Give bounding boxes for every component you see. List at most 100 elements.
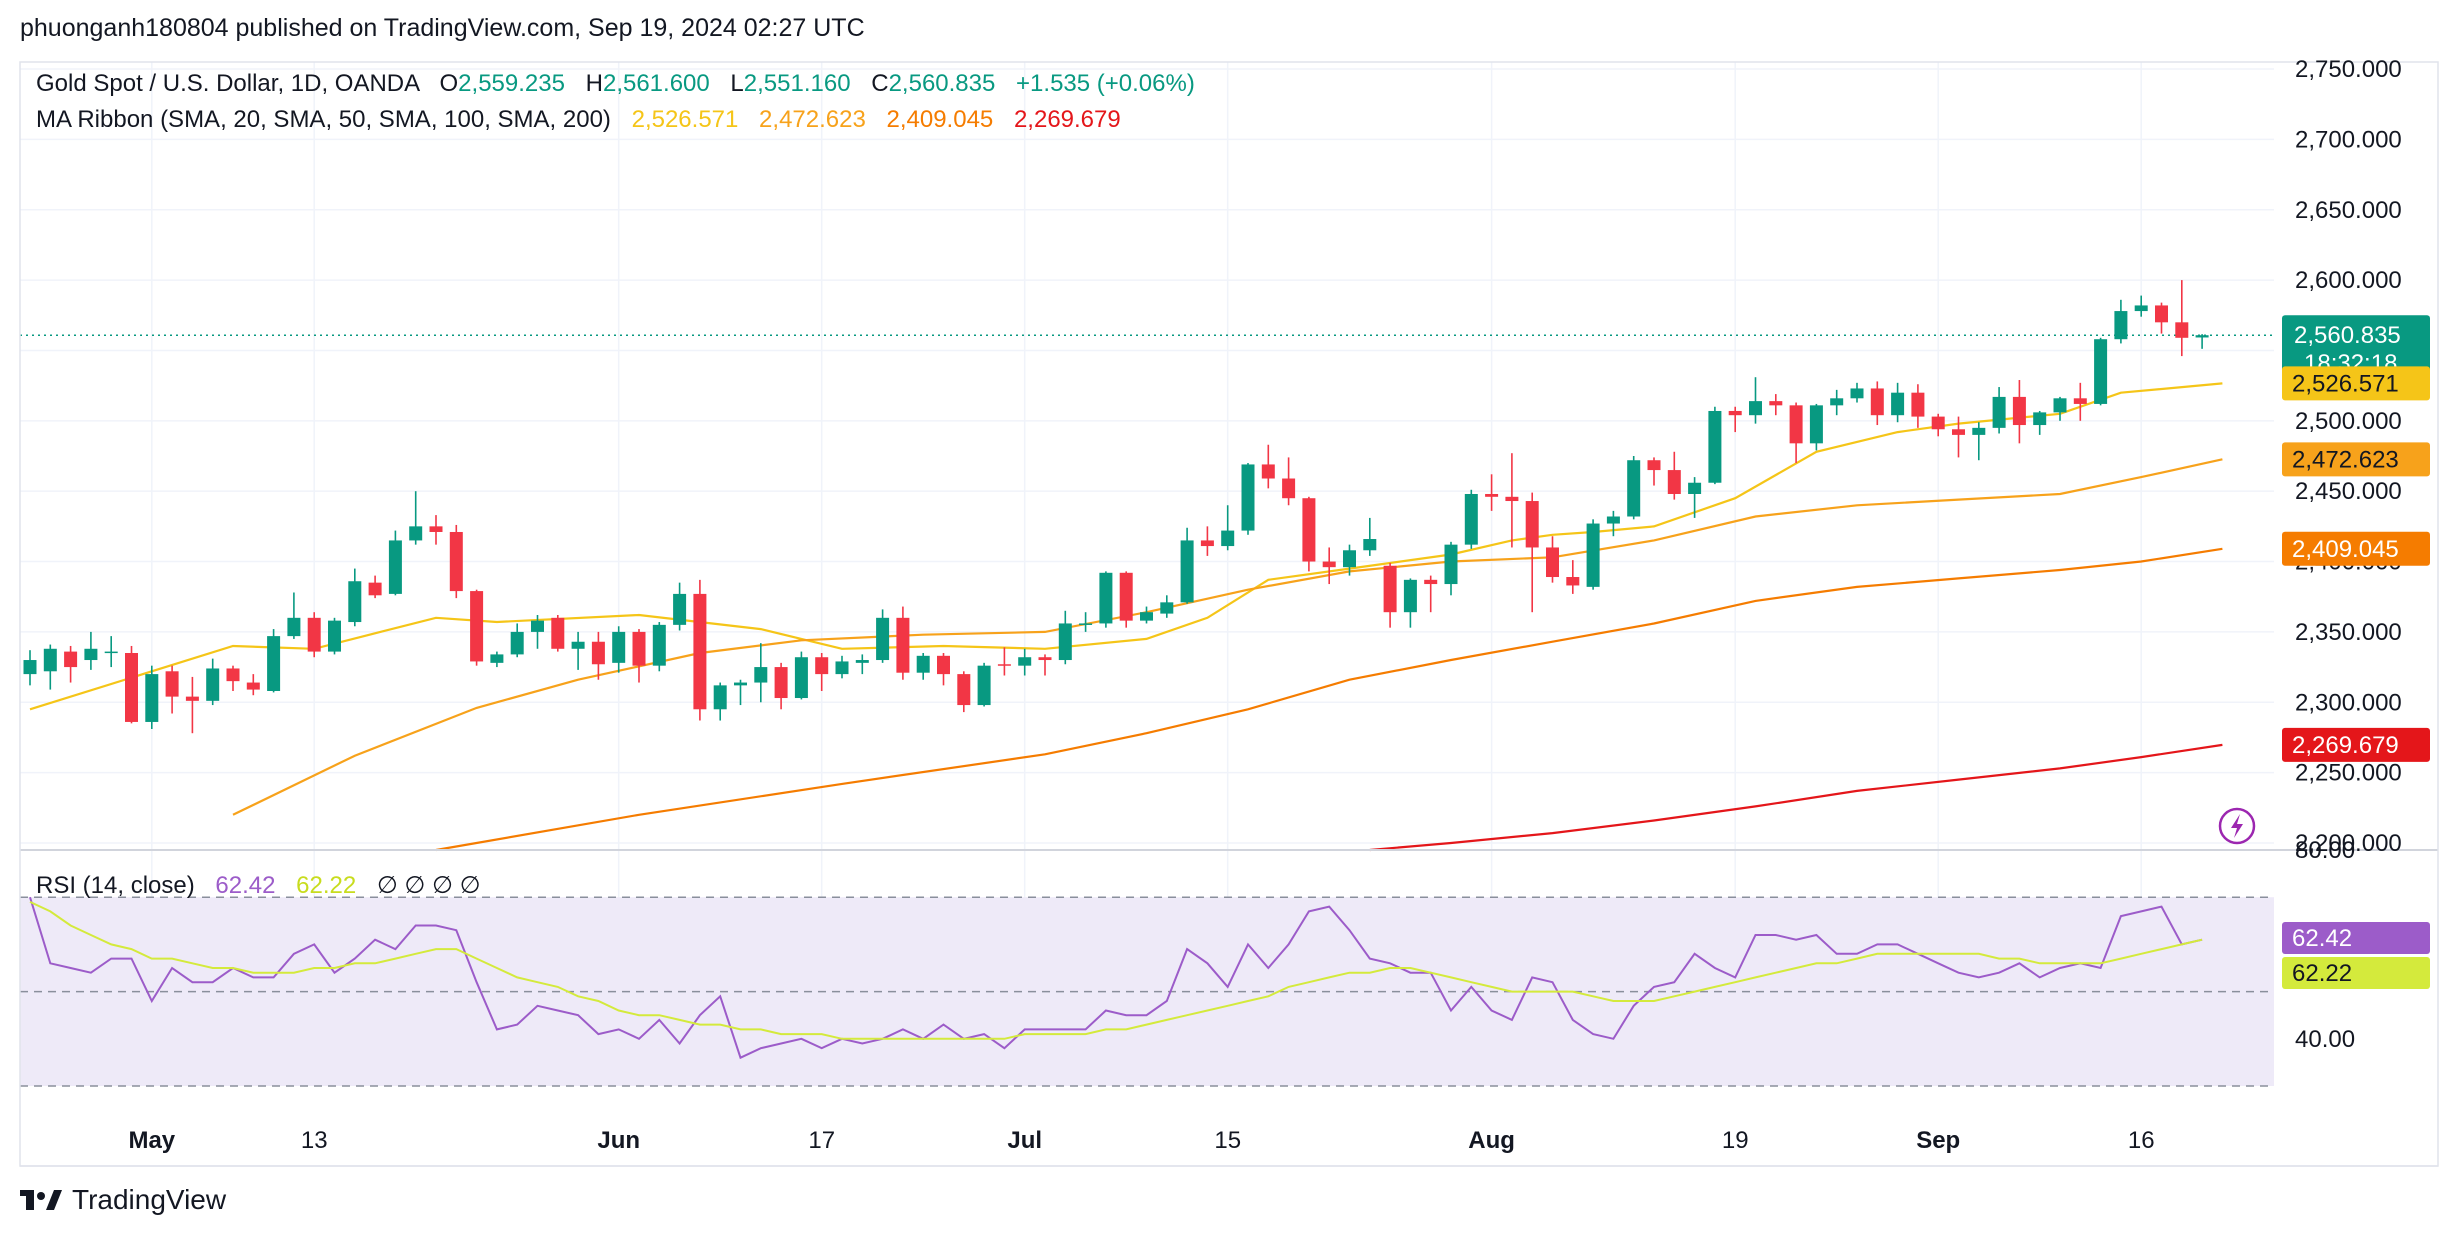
ma200-line <box>1369 743 2223 852</box>
rsi_ma-line <box>29 900 2203 1040</box>
rsi-band <box>20 896 2274 1087</box>
candle-body <box>1728 410 1742 416</box>
candle-body <box>490 654 504 663</box>
candle <box>937 653 950 686</box>
candle-body <box>774 667 788 699</box>
rsi-lines <box>29 896 2203 1060</box>
candle <box>287 592 301 639</box>
price-tick-label: 2,200.000 <box>2295 830 2402 857</box>
candle-body <box>409 526 423 541</box>
candle <box>1708 406 1722 485</box>
ma-ribbon-legend: MA Ribbon (SMA, 20, SMA, 50, SMA, 100, S… <box>36 106 1121 134</box>
price-tick-label: 2,250.000 <box>2295 760 2402 787</box>
candle <box>1525 492 1539 613</box>
candle <box>754 643 768 703</box>
candle <box>1992 387 2006 434</box>
candle-body <box>449 531 463 592</box>
candle-body <box>794 657 808 699</box>
rsi-tag-1: 62.22 <box>2282 957 2430 989</box>
candle <box>1282 457 1296 506</box>
rsi-tag-1-text: 62.22 <box>2292 960 2352 987</box>
candle-body <box>2195 335 2209 338</box>
candle <box>1140 606 1153 624</box>
candle <box>2094 337 2108 406</box>
rsi-value: 62.42 <box>215 872 276 899</box>
candle-body <box>104 651 118 654</box>
close-value: 2,560.835 <box>888 70 996 97</box>
candle <box>1221 505 1235 551</box>
candle <box>1363 517 1377 556</box>
date-tick-label: 19 <box>1722 1127 1749 1154</box>
candle <box>307 612 321 658</box>
candle-body <box>1586 523 1600 587</box>
candle <box>531 615 544 649</box>
price-tags: 2,560.83518:32:182,526.5712,472.6232,409… <box>2282 315 2430 989</box>
candle <box>2012 380 2026 444</box>
candle-body <box>43 648 57 672</box>
candle <box>1383 562 1397 628</box>
candle-body <box>2134 305 2148 312</box>
candle <box>1891 382 1905 423</box>
symbol-legend: Gold Spot / U.S. Dollar, 1D, OANDA O2,55… <box>36 70 1195 98</box>
date-tick-label: 15 <box>1214 1127 1241 1154</box>
chart-frame <box>19 61 2439 1167</box>
candle <box>1180 527 1194 604</box>
candle-body <box>1952 429 1965 435</box>
candle-body <box>734 682 747 686</box>
candle <box>855 654 869 675</box>
candle-body <box>1891 392 1905 416</box>
tradingview-brand[interactable]: TradingView <box>20 1184 226 1216</box>
candle-body <box>1566 577 1580 586</box>
candle <box>997 647 1011 676</box>
candle-body <box>531 620 544 632</box>
candle-body <box>23 660 37 675</box>
candle <box>1485 474 1499 511</box>
candle <box>1302 496 1316 572</box>
publisher-line: phuonganh180804 published on TradingView… <box>20 14 865 42</box>
symbol-title[interactable]: Gold Spot / U.S. Dollar, 1D, OANDA <box>36 70 419 97</box>
ma-tag-1-bg <box>2282 442 2430 477</box>
ma-tag-2-bg <box>2282 531 2430 566</box>
ma100-line <box>435 547 2223 852</box>
price-tick-label: 2,450.000 <box>2295 478 2402 505</box>
candle-body <box>1870 388 1884 416</box>
candle <box>23 650 37 686</box>
rsi-tag-1-bg <box>2282 957 2430 989</box>
candle <box>1606 510 1620 537</box>
candle <box>1850 382 1864 403</box>
candle <box>125 645 138 724</box>
open-value: 2,559.235 <box>458 70 565 97</box>
candle <box>713 682 727 721</box>
price-tick-label: 2,650.000 <box>2295 197 2402 224</box>
date-tick-label: May <box>128 1127 175 1154</box>
rsi-title[interactable]: RSI (14, close) <box>36 872 195 899</box>
date-tick-label: Jul <box>1007 1127 1042 1154</box>
candle-body <box>1546 547 1559 578</box>
candle <box>1870 381 1884 426</box>
lightning-icon[interactable] <box>2218 807 2256 845</box>
ma-tag-0-text: 2,526.571 <box>2292 370 2399 397</box>
candle-body <box>64 651 78 668</box>
candle-body <box>1140 612 1153 621</box>
candle <box>1667 451 1681 500</box>
chart-border <box>19 61 2439 1167</box>
candle <box>612 626 626 673</box>
candle <box>490 651 504 668</box>
candle-body <box>1282 478 1296 499</box>
ma-tag-3-bg <box>2282 727 2430 762</box>
candle-body <box>896 617 910 673</box>
date-tick-label: Sep <box>1916 1127 1960 1154</box>
candle <box>1789 402 1803 464</box>
rsi-tag-0: 62.42 <box>2282 922 2430 954</box>
ma20-line <box>29 382 2223 711</box>
candle-body <box>1241 464 1255 531</box>
date-tick-label: 17 <box>808 1127 835 1154</box>
candle-body <box>1322 561 1336 568</box>
price-tick-label: 2,500.000 <box>2295 408 2402 435</box>
candle-body <box>1058 623 1072 661</box>
candle-body <box>1505 496 1519 502</box>
high-value: 2,561.600 <box>602 70 710 97</box>
ma-ribbon-title[interactable]: MA Ribbon (SMA, 20, SMA, 50, SMA, 100, S… <box>36 106 611 133</box>
date-tick-label: 16 <box>2128 1127 2155 1154</box>
